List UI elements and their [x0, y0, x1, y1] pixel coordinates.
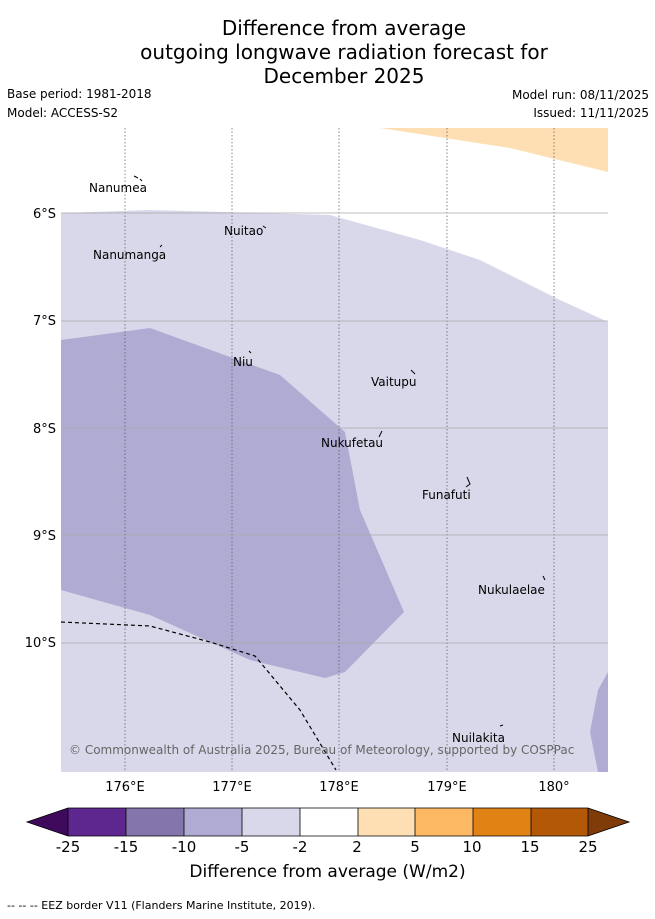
nuitao-island [262, 225, 267, 229]
title-line-2: outgoing longwave radiation forecast for [140, 40, 548, 64]
map-panel: Nanumea Nuitao Nanumanga Niu Vaitupu Nuk… [25, 128, 608, 795]
nanumanga-island [159, 244, 163, 248]
colorbar-tick: 25 [578, 838, 598, 856]
island-label: Vaitupu [371, 375, 417, 389]
colorbar-extend-low [27, 808, 68, 836]
colorbar-swatch [415, 808, 473, 836]
eez-footnote: -- -- -- EEZ border V11 (Flanders Marine… [7, 899, 316, 912]
colorbar-tick: 2 [352, 838, 362, 856]
colorbar-extend-high [588, 808, 629, 836]
lat-label: 9°S [33, 529, 56, 544]
base-period: Base period: 1981-2018 [7, 87, 152, 101]
colorbar-tick: 15 [520, 838, 540, 856]
colorbar-tick: 5 [410, 838, 420, 856]
colorbar-swatch [473, 808, 531, 836]
colorbar-outline [25, 807, 631, 837]
lon-label: 180° [538, 780, 569, 795]
colorbar-swatch [68, 808, 126, 836]
anomaly-region-minus-5-to-minus-10-southeast [590, 672, 608, 772]
nukufetau-island [378, 430, 383, 438]
map-plot-area: Nanumea Nuitao Nanumanga Niu Vaitupu Nuk… [61, 128, 608, 772]
colorbar-tick: -2 [292, 838, 308, 856]
colorbar-swatch [531, 808, 588, 836]
lat-label: 10°S [25, 636, 56, 651]
nukulaelae-island [542, 575, 546, 581]
nanumea-island [133, 175, 143, 182]
island-shapes [133, 175, 546, 727]
title-line-1: Difference from average [221, 16, 467, 40]
anomaly-region-plus-2-to-plus-5 [380, 128, 608, 172]
issued-date: Issued: 11/11/2025 [533, 106, 649, 120]
niu-island [248, 350, 252, 354]
lon-gridlines [124, 128, 555, 772]
colorbar-tick: -25 [55, 838, 81, 856]
colorbar-tick: -5 [234, 838, 250, 856]
lon-label: 176°E [105, 780, 145, 795]
island-label: Niu [233, 355, 253, 369]
vaitupu-island [410, 369, 416, 375]
colorbar-swatch [184, 808, 242, 836]
colorbar [25, 807, 631, 837]
island-label: Nukufetau [321, 436, 383, 450]
funafuti-island [465, 476, 471, 488]
island-label: Nanumea [89, 181, 147, 195]
lat-gridlines [61, 212, 608, 644]
lon-label: 177°E [212, 780, 252, 795]
lon-label: 179°E [427, 780, 467, 795]
title-line-3: December 2025 [263, 64, 425, 88]
lat-label: 6°S [33, 207, 56, 222]
lat-axis-labels: 6°S 7°S 8°S 9°S 10°S [25, 207, 56, 651]
lat-label: 7°S [33, 314, 56, 329]
chart-title: Difference from average outgoing longwav… [0, 16, 655, 88]
colorbar-swatch [300, 808, 358, 836]
colorbar-tick: -15 [113, 838, 139, 856]
island-label: Nanumanga [93, 248, 166, 262]
island-labels: Nanumea Nuitao Nanumanga Niu Vaitupu Nuk… [89, 181, 545, 745]
anomaly-region-minus-5-to-minus-10 [61, 328, 404, 678]
eez-border [61, 621, 337, 771]
colorbar-tick: -10 [171, 838, 197, 856]
copyright-notice: © Commonwealth of Australia 2025, Bureau… [69, 743, 574, 757]
colorbar-swatch [126, 808, 184, 836]
model-run: Model run: 08/11/2025 [511, 88, 649, 102]
island-label: Nuilakita [452, 731, 505, 745]
island-label: Nukulaelae [478, 583, 545, 597]
colorbar-tick: 10 [462, 838, 482, 856]
lon-label: 178°E [319, 780, 359, 795]
island-label: Nuitao [224, 224, 263, 238]
colorbar-swatch [242, 808, 300, 836]
lon-axis-labels: 176°E 177°E 178°E 179°E 180° [105, 780, 569, 795]
island-label: Funafuti [422, 488, 471, 502]
nuilakita-island [499, 724, 504, 727]
colorbar-swatch [358, 808, 415, 836]
model-name: Model: ACCESS-S2 [7, 106, 119, 120]
colorbar-title: Difference from average (W/m2) [189, 862, 466, 882]
lat-label: 8°S [33, 422, 56, 437]
